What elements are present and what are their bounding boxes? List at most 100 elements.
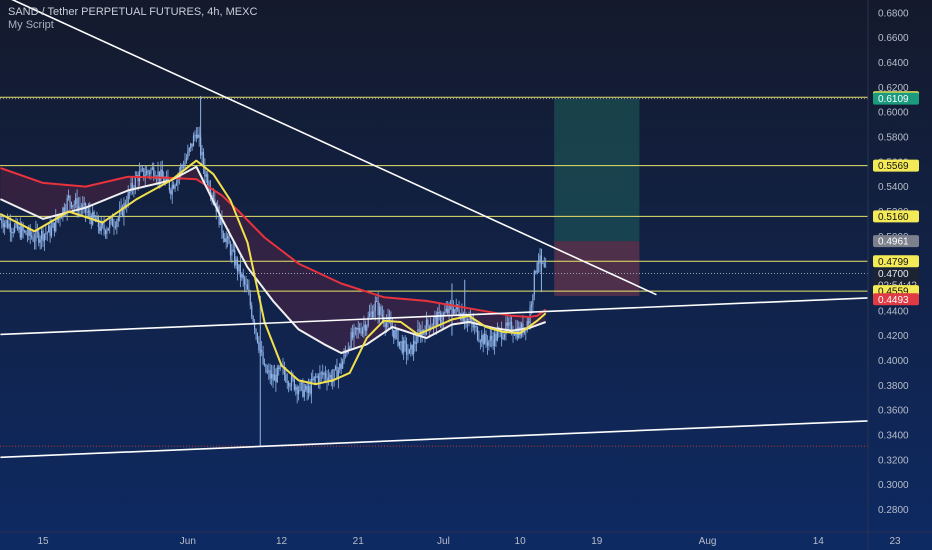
candle	[265, 363, 267, 374]
candle	[248, 279, 250, 296]
candle	[327, 369, 330, 386]
svg-text:0.5160: 0.5160	[878, 212, 909, 223]
plot-area[interactable]	[0, 0, 932, 459]
candle	[43, 233, 46, 252]
candle	[496, 322, 498, 342]
candle	[38, 229, 40, 247]
candle	[482, 333, 484, 353]
candle	[141, 165, 143, 172]
candle	[472, 313, 474, 331]
candle	[435, 311, 437, 335]
candle	[114, 221, 117, 230]
candle	[225, 231, 227, 249]
candle	[232, 240, 234, 253]
price-tick-label: 0.4200	[878, 331, 909, 342]
time-tick-label: 19	[591, 536, 603, 547]
candle	[39, 235, 41, 250]
candle	[361, 326, 364, 338]
candle	[134, 171, 136, 195]
candle	[252, 315, 254, 324]
candle	[495, 329, 497, 348]
candle	[19, 217, 21, 240]
moving-average-yellow[interactable]	[0, 159, 547, 386]
candle	[300, 381, 303, 392]
candle	[8, 218, 10, 230]
price-tick-label: 0.5400	[878, 182, 909, 193]
candle	[151, 162, 153, 171]
candle	[224, 233, 226, 243]
candle	[393, 329, 395, 345]
candle	[256, 332, 259, 344]
candle	[326, 370, 328, 391]
trendline-1[interactable]	[0, 0, 657, 296]
time-tick-label: 15	[37, 536, 49, 547]
candle	[246, 279, 249, 290]
candle	[410, 342, 412, 357]
candle	[293, 377, 295, 392]
candle	[336, 358, 338, 380]
candle	[306, 381, 308, 401]
price-tick-label: 0.3600	[878, 406, 909, 417]
candle	[235, 256, 237, 270]
candle	[415, 334, 418, 352]
candle	[204, 158, 206, 183]
candle	[343, 348, 345, 364]
svg-text:0.4700: 0.4700	[878, 269, 909, 280]
candle	[323, 371, 325, 384]
candle	[218, 204, 220, 228]
price-label-green: 0.6109	[873, 92, 919, 105]
time-tick-label: 21	[353, 536, 365, 547]
candle	[231, 243, 233, 264]
stop-zone[interactable]	[554, 241, 640, 296]
candle	[239, 256, 241, 288]
candle	[373, 304, 375, 319]
svg-text:0.5569: 0.5569	[878, 161, 909, 172]
candle	[185, 154, 188, 164]
candle	[113, 219, 115, 235]
price-label-yellow: 0.5569	[873, 159, 919, 172]
candle	[258, 336, 260, 354]
candle	[445, 301, 447, 314]
candle	[109, 216, 111, 234]
candle	[238, 264, 240, 275]
trendline-3[interactable]	[0, 418, 932, 459]
candle	[334, 364, 337, 371]
candle	[542, 260, 544, 265]
svg-text:0.4493: 0.4493	[878, 295, 909, 306]
price-tick-label: 0.3000	[878, 480, 909, 491]
time-axis[interactable]: 15 Jun 12 21 Jul 10 19 Aug 14 23	[37, 536, 901, 547]
candle	[333, 369, 335, 387]
svg-text:0.6109: 0.6109	[878, 94, 909, 105]
chart-title: SAND / Tether PERPETUAL FUTURES, 4h, MEX…	[8, 6, 258, 18]
candle	[303, 383, 305, 401]
candle	[317, 373, 320, 389]
candle	[384, 321, 386, 336]
candle	[171, 179, 173, 204]
candle	[295, 384, 297, 396]
candle	[447, 300, 449, 316]
candle	[275, 368, 277, 392]
candle	[342, 358, 344, 370]
candle	[286, 373, 288, 390]
target-zone[interactable]	[554, 98, 640, 242]
candle	[509, 314, 511, 333]
candle	[170, 187, 172, 200]
candle	[221, 210, 223, 239]
candle	[438, 302, 440, 321]
candle	[441, 311, 443, 330]
candle	[535, 270, 537, 275]
candle	[214, 190, 216, 204]
candle	[131, 177, 134, 195]
candle	[350, 327, 352, 350]
candle	[184, 152, 186, 169]
candle	[100, 216, 102, 235]
moving-average-red[interactable]	[0, 167, 547, 318]
trendline-2[interactable]	[0, 295, 932, 336]
candle	[369, 304, 371, 318]
candle	[242, 268, 244, 287]
candle	[2, 214, 4, 233]
candle	[48, 222, 50, 233]
candle	[401, 334, 403, 355]
candle	[273, 364, 276, 381]
